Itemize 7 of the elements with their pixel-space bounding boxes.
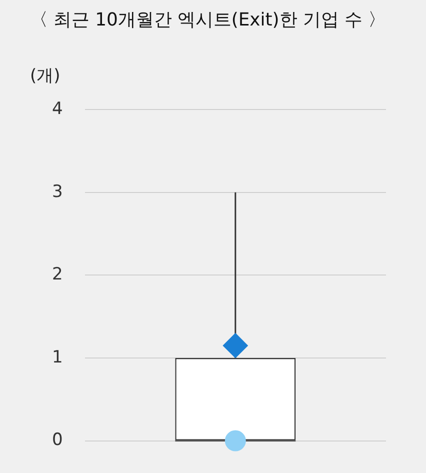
y-axis-title: (개) [30,65,60,87]
y-tick-label: 0 [52,430,63,450]
y-tick-label: 3 [52,182,63,202]
y-tick-label: 2 [52,264,63,285]
y-tick-label: 1 [52,347,63,368]
chart-title: 〈 최근 10개월간 엑시트(Exit)한 기업 수 〉 [30,9,386,30]
y-tick-label: 4 [52,99,63,120]
